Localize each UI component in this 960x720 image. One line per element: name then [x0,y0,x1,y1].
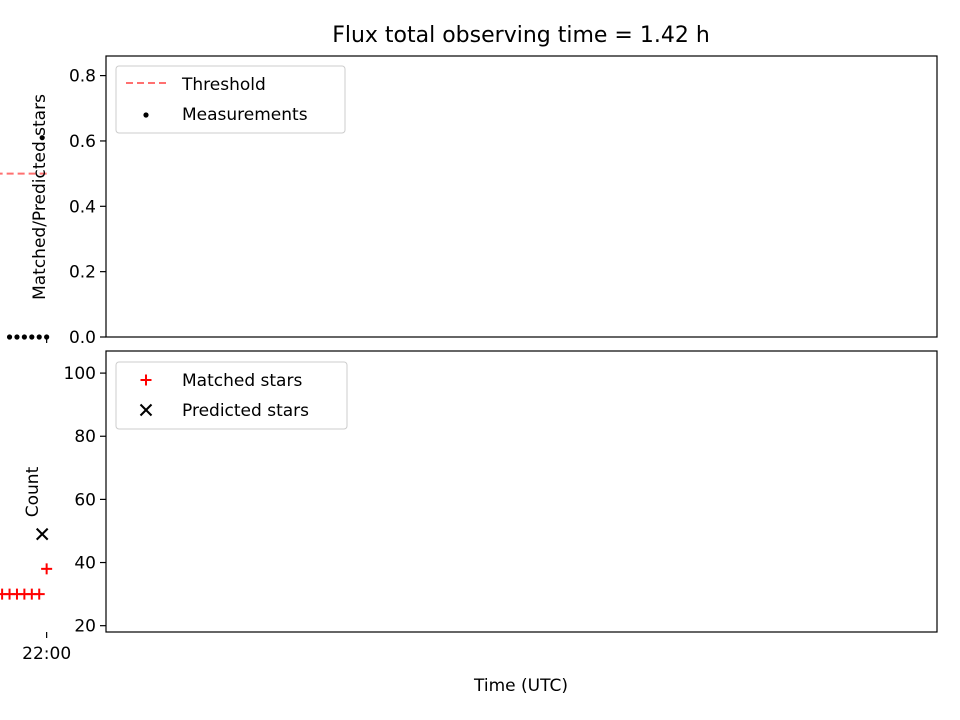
bottom-y-tick-label: 100 [64,364,96,384]
count-points [0,527,53,600]
predicted-legend-swatch [139,403,153,417]
top-y-tick-label: 0.0 [69,328,96,348]
x-axis-label: Time (UTC) [473,676,568,696]
predicted-legend-label: Predicted stars [182,401,309,421]
measurement-point [21,334,27,340]
bottom-y-axis: 20 40 60 80 100 [64,364,106,637]
top-y-axis: 0.0 0.2 0.4 0.6 0.8 [69,67,106,348]
predicted-star-marker [35,527,49,541]
bottom-y-tick-label: 80 [74,427,96,447]
top-legend: Threshold Measurements [115,65,346,134]
bottom-legend: Matched stars Predicted stars [115,361,348,430]
top-y-tick-label: 0.8 [69,67,96,87]
top-legend-box [115,65,346,134]
top-y-tick-label: 0.2 [69,263,96,283]
measurement-point [14,334,20,340]
matched-legend-swatch [140,374,152,386]
bottom-legend-box [115,361,348,430]
matched-star-marker [0,588,8,600]
bottom-axes-frame [105,350,938,633]
measurements-legend-swatch [143,112,149,118]
chart-title: Flux total observing time = 1.42 h [332,23,710,48]
matched-legend-label: Matched stars [182,371,302,391]
matched-star-marker [41,563,53,575]
bottom-y-tick-label: 20 [74,617,96,637]
count-panel: 20 40 60 80 100 22:0000:0002:0004:0006:0008:… [0,350,938,696]
marker-stroke [35,527,49,541]
top-y-axis-label: Matched/Predicted stars [30,94,50,300]
measurements-legend-label: Measurements [182,105,308,125]
measurement-point [36,334,42,340]
top-x-ticks [46,337,48,343]
bottom-y-tick-label: 60 [74,490,96,510]
x-tick-label: 22:00 [22,644,71,664]
threshold-legend-label: Threshold [181,75,266,95]
measurement-point [6,334,13,340]
top-y-tick-label: 0.4 [69,197,96,217]
measurement-points [6,135,50,340]
x-axis: 22:0000:0002:0004:0006:0008:0010:00 [22,632,71,664]
top-axes-frame [105,55,938,338]
top-y-tick-label: 0.6 [69,132,96,152]
measurement-point [29,334,35,340]
measurement-point [39,135,45,141]
bottom-y-axis-label: Count [23,466,43,517]
bottom-y-tick-label: 40 [74,554,96,574]
ratio-panel: 0.00.20.40.60.8 Matched/Predicted stars … [0,55,938,348]
